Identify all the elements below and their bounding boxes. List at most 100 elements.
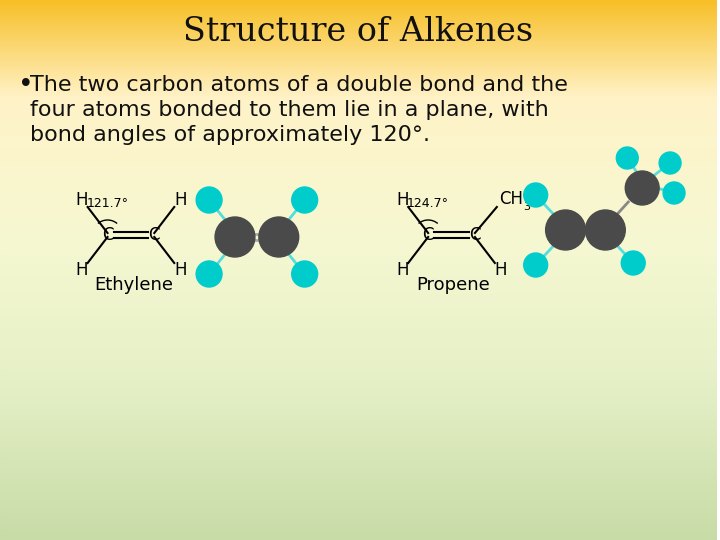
Bar [0,31,717,34]
Bar [0,514,717,517]
Bar [0,1,717,4]
Bar [0,426,717,428]
Bar [0,183,717,185]
Bar [0,230,717,232]
Bar [0,291,717,293]
Bar [0,87,717,90]
Bar [0,197,717,200]
Bar [0,190,717,193]
Bar [0,53,717,56]
Text: bond angles of approximately 120°.: bond angles of approximately 120°. [30,125,430,145]
Bar [0,446,717,448]
Circle shape [196,261,222,287]
Bar [0,413,717,416]
Bar [0,188,717,191]
Bar [0,327,717,329]
Bar [0,397,717,400]
Circle shape [663,182,685,204]
Bar [0,35,717,38]
Bar [0,260,717,263]
Bar [0,179,717,182]
Bar [0,278,717,281]
Bar [0,130,717,133]
Text: Structure of Alkenes: Structure of Alkenes [184,16,534,48]
Bar [0,335,717,339]
Bar [0,416,717,420]
Bar [0,359,717,362]
Text: C: C [148,226,160,244]
Bar [0,352,717,355]
Bar [0,294,717,297]
Bar [0,350,717,353]
Text: H: H [76,261,88,279]
Bar [0,44,717,47]
Bar [0,456,717,459]
Bar [0,82,717,85]
Bar [0,325,717,328]
Bar [0,33,717,36]
Bar [0,438,717,441]
Text: C: C [423,226,434,244]
Bar [0,354,717,356]
Bar [0,24,717,27]
Bar [0,273,717,275]
Bar [0,303,717,306]
Bar [0,465,717,468]
Text: H: H [396,261,408,279]
Bar [0,399,717,401]
Bar [0,341,717,344]
Circle shape [659,152,681,174]
Bar [0,318,717,320]
Bar [0,177,717,180]
Bar [0,145,717,147]
Bar [0,231,717,234]
Bar [0,125,717,128]
Bar [0,319,717,322]
Bar [0,501,717,504]
Bar [0,328,717,331]
Bar [0,165,717,167]
Bar [0,136,717,139]
Bar [0,512,717,515]
Bar [0,60,717,63]
Bar [0,523,717,525]
Bar [0,408,717,410]
Text: C: C [469,226,481,244]
Text: 121.7°: 121.7° [86,197,129,210]
Bar [0,62,717,65]
Bar [0,224,717,227]
Bar [0,172,717,174]
Bar [0,276,717,279]
Bar [0,123,717,126]
Bar [0,516,717,518]
Bar [0,287,717,290]
Bar [0,116,717,119]
Bar [0,386,717,389]
Bar [0,0,717,2]
Bar [0,415,717,417]
Bar [0,469,717,471]
Bar [0,8,717,11]
Bar [0,154,717,157]
Bar [0,78,717,81]
Bar [0,37,717,39]
Circle shape [259,217,299,257]
Bar [0,200,717,204]
Bar [0,244,717,247]
Bar [0,274,717,277]
Bar [0,249,717,252]
Bar [0,30,717,32]
Bar [0,76,717,79]
Bar [0,58,717,61]
Bar [0,411,717,414]
Bar [0,478,717,481]
Text: 124.7°: 124.7° [407,197,449,210]
Bar [0,138,717,140]
Bar [0,271,717,274]
Bar [0,176,717,178]
Bar [0,462,717,464]
Bar [0,220,717,223]
Bar [0,94,717,97]
Bar [0,57,717,59]
Bar [0,173,717,177]
